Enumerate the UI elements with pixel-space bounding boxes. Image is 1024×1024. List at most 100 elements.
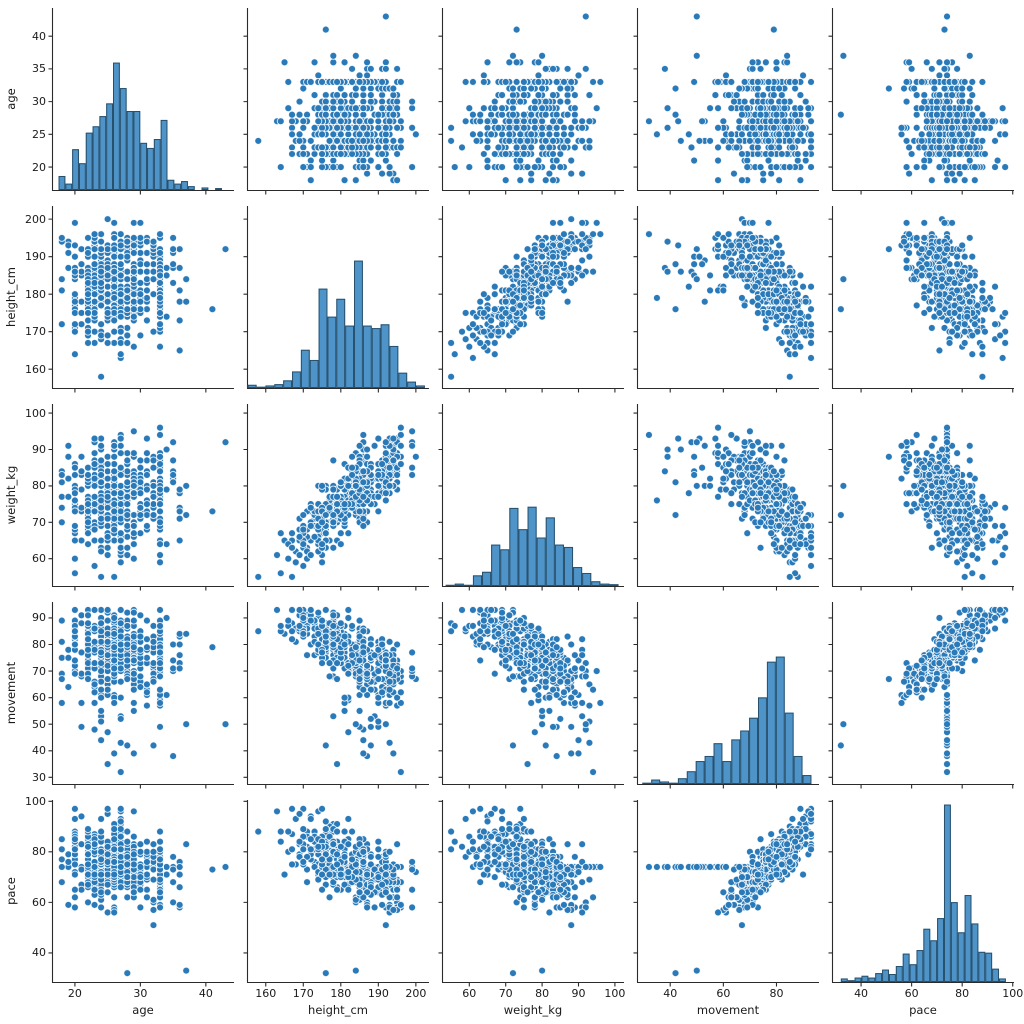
diag-hist-weight_kg [436,402,626,594]
y-tick-label: 40 [32,946,46,960]
panel-movement-vs-pace [826,600,1016,792]
scatter-canvas [631,204,821,396]
x-tick-label: 60 [904,987,919,1000]
panel-weight_kg-vs-movement [631,402,821,594]
y-tick-label: 80 [32,479,46,493]
y-tick-label: 25 [32,127,46,141]
y-tick-label: 100 [25,794,46,808]
y-axis-label-weight_kg: weight_kg [4,465,18,525]
panel-height_cm-vs-movement [631,204,821,396]
x-tick-label: 160 [255,987,277,1000]
scatter-canvas [826,204,1016,396]
scatter-canvas [631,402,821,594]
panel-height_cm-vs-age [46,204,236,396]
x-tick-label: 80 [955,987,970,1000]
y-tick-label: 70 [32,515,46,529]
y-tick-label: 40 [32,744,46,758]
panel-age-vs-pace [826,6,1016,198]
y-tick-label: 20 [32,160,46,174]
y-tick-label: 60 [32,691,46,705]
x-tick-label: 80 [769,987,784,1000]
scatter-canvas [436,204,626,396]
y-tick-label: 60 [32,895,46,909]
x-axis-label-pace: pace [909,1003,937,1017]
panel-weight_kg-vs-pace [826,402,1016,594]
panel-height_cm-vs-pace [826,204,1016,396]
y-axis-label-pace: pace [4,877,18,905]
y-tick-label: 190 [25,250,46,264]
x-tick-label: 80 [535,987,550,1000]
y-tick-label: 60 [32,552,46,566]
y-axis-label-height_cm: height_cm [4,267,18,327]
y-tick-label: 100 [25,406,46,420]
panel-movement-vs-age [46,600,236,792]
panel-pace-vs-weight_kg [436,798,626,990]
x-axis-label-movement: movement [696,1003,760,1017]
panel-movement-vs-weight_kg [436,600,626,792]
x-tick-label: 100 [1002,987,1024,1000]
y-tick-label: 30 [32,95,46,109]
y-tick-label: 70 [32,664,46,678]
x-tick-label: 30 [133,987,148,1000]
hist-canvas [826,798,1016,990]
y-tick-label: 80 [32,638,46,651]
x-tick-label: 60 [462,987,477,1000]
scatter-canvas [46,402,236,594]
panel-pace-vs-age [46,798,236,990]
scatter-canvas [241,600,431,792]
panel-height_cm-vs-weight_kg [436,204,626,396]
hist-canvas [436,402,626,594]
panel-movement-vs-height_cm [241,600,431,792]
y-tick-label: 160 [25,362,46,376]
diag-hist-pace [826,798,1016,990]
y-tick-label: 80 [32,845,46,859]
y-tick-label: 180 [25,287,46,301]
y-tick-label: 90 [32,443,46,456]
x-tick-label: 40 [198,987,213,1000]
x-axis-label-age: age [132,1003,154,1017]
hist-canvas [46,6,236,198]
x-tick-label: 60 [716,987,731,1000]
y-tick-label: 40 [32,29,46,43]
panel-weight_kg-vs-age [46,402,236,594]
scatter-canvas [241,798,431,990]
scatter-canvas [631,6,821,198]
y-tick-label: 30 [32,770,46,784]
panel-age-vs-movement [631,6,821,198]
x-tick-label: 90 [571,987,586,1000]
scatter-canvas [631,798,821,990]
panel-pace-vs-movement [631,798,821,990]
diag-hist-movement [631,600,821,792]
y-tick-label: 90 [32,611,46,625]
scatter-canvas [436,600,626,792]
x-tick-label: 200 [405,987,427,1000]
x-tick-label: 180 [330,987,352,1000]
x-tick-label: 40 [854,987,869,1000]
y-tick-label: 200 [25,212,46,226]
scatter-canvas [241,402,431,594]
x-tick-label: 40 [663,987,678,1000]
x-tick-label: 70 [498,987,513,1000]
y-tick-label: 35 [32,62,46,76]
scatter-canvas [46,204,236,396]
scatter-canvas [826,600,1016,792]
hist-canvas [241,204,431,396]
panel-age-vs-height_cm [241,6,431,198]
y-tick-label: 50 [32,717,46,731]
panel-age-vs-weight_kg [436,6,626,198]
hist-canvas [631,600,821,792]
x-tick-label: 100 [604,987,626,1000]
y-axis-label-movement: movement [4,661,18,725]
scatter-canvas [826,402,1016,594]
scatter-canvas [241,6,431,198]
panel-weight_kg-vs-height_cm [241,402,431,594]
diag-hist-height_cm [241,204,431,396]
x-axis-label-height_cm: height_cm [308,1003,368,1017]
y-axis-label-age: age [4,88,18,110]
x-axis-label-weight_kg: weight_kg [503,1003,563,1017]
scatter-canvas [46,798,236,990]
scatter-canvas [46,600,236,792]
scatter-canvas [826,6,1016,198]
x-tick-label: 170 [292,987,314,1000]
